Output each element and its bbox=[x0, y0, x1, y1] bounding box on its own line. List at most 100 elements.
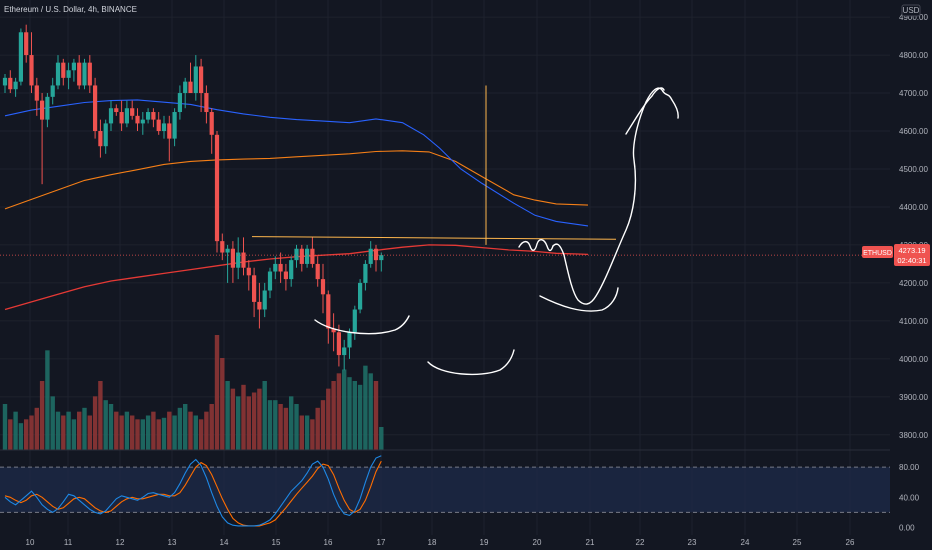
time-tick-label: 15 bbox=[272, 538, 281, 547]
candle-body bbox=[220, 241, 225, 253]
candle-body bbox=[13, 81, 18, 90]
candle bbox=[310, 237, 315, 268]
candle bbox=[230, 241, 235, 283]
resistance-line bbox=[251, 236, 617, 240]
volume-bar bbox=[130, 415, 135, 450]
volume-bar bbox=[331, 381, 336, 450]
candle-body bbox=[161, 123, 167, 132]
candle-body bbox=[289, 260, 294, 280]
candle-body bbox=[103, 123, 108, 147]
candle bbox=[45, 93, 50, 128]
candle-body bbox=[93, 85, 98, 132]
volume-bar bbox=[145, 415, 151, 450]
candle-body bbox=[363, 263, 368, 283]
candle bbox=[82, 58, 87, 90]
volume-bar bbox=[204, 411, 209, 450]
candle bbox=[204, 85, 209, 124]
candle bbox=[167, 115, 172, 162]
candle-body bbox=[66, 70, 71, 78]
candle bbox=[220, 233, 225, 261]
candle-body bbox=[199, 66, 204, 94]
volume-bars bbox=[2, 335, 384, 450]
volume-bar bbox=[140, 419, 145, 450]
stochastic-panel bbox=[0, 455, 890, 527]
candle bbox=[140, 112, 145, 135]
candle-body bbox=[305, 248, 310, 264]
volume-bar bbox=[236, 396, 241, 450]
volume-bar bbox=[2, 404, 8, 450]
candle-body bbox=[257, 301, 262, 310]
volume-bar bbox=[135, 419, 140, 450]
candle bbox=[379, 252, 384, 272]
candle-body bbox=[172, 112, 177, 139]
candle bbox=[161, 115, 167, 139]
candle-body bbox=[87, 62, 92, 86]
candle bbox=[336, 324, 341, 367]
currency-badge[interactable]: USD bbox=[901, 4, 921, 17]
volume-bar bbox=[289, 396, 294, 450]
candle bbox=[2, 74, 8, 94]
candle-body bbox=[98, 131, 103, 147]
candle-body bbox=[29, 55, 34, 86]
price-tick-label: 3900.00 bbox=[899, 393, 928, 402]
candle bbox=[368, 241, 373, 268]
volume-bar bbox=[108, 404, 114, 450]
candle-body bbox=[241, 252, 246, 268]
candle bbox=[188, 62, 193, 94]
time-tick-label: 25 bbox=[793, 538, 802, 547]
time-tick-label: 14 bbox=[220, 538, 229, 547]
candle bbox=[363, 260, 368, 291]
volume-bar bbox=[373, 381, 379, 450]
candle bbox=[124, 100, 129, 128]
candle bbox=[24, 24, 29, 63]
candle-body bbox=[77, 62, 82, 86]
volume-bar bbox=[368, 373, 373, 450]
candle-body bbox=[299, 248, 304, 264]
candle bbox=[193, 55, 198, 101]
candle-body bbox=[156, 119, 161, 132]
volume-bar bbox=[45, 350, 50, 450]
candles bbox=[2, 24, 384, 371]
drawing-annotations bbox=[314, 87, 679, 376]
candle bbox=[347, 328, 352, 359]
candle bbox=[294, 244, 299, 268]
volume-bar bbox=[315, 407, 320, 450]
price-tick-label: 4500.00 bbox=[899, 165, 928, 174]
volume-bar bbox=[34, 407, 39, 450]
candle bbox=[241, 237, 246, 276]
candle-body bbox=[24, 32, 29, 56]
volume-bar bbox=[283, 407, 289, 450]
price-tick-label: 4600.00 bbox=[899, 127, 928, 136]
time-tick-label: 18 bbox=[428, 538, 437, 547]
volume-bar bbox=[246, 396, 251, 450]
volume-bar bbox=[262, 381, 267, 450]
candle bbox=[257, 282, 262, 329]
volume-bar bbox=[304, 415, 310, 450]
volume-bar bbox=[336, 373, 342, 450]
candle bbox=[8, 70, 13, 94]
candle bbox=[34, 77, 39, 116]
volume-bar bbox=[225, 381, 230, 450]
time-axis[interactable]: 10 11 12 13 14 15 16 17 18 19 20 21 22 23 24 25 26 bbox=[26, 538, 855, 547]
candle-body bbox=[45, 96, 50, 120]
candle-body bbox=[18, 32, 23, 82]
candle-body bbox=[320, 279, 326, 295]
stochastic-axis: 80.00 40.00 0.00 bbox=[899, 463, 920, 532]
volume-bar bbox=[66, 411, 71, 450]
volume-bar bbox=[177, 407, 183, 450]
candle-body bbox=[294, 248, 299, 261]
volume-bar bbox=[24, 419, 29, 450]
volume-bar bbox=[294, 404, 299, 450]
time-tick-label: 23 bbox=[688, 538, 697, 547]
candle-body bbox=[283, 271, 288, 280]
volume-bar bbox=[342, 369, 347, 450]
candle bbox=[214, 131, 220, 253]
candle-body bbox=[252, 275, 257, 302]
candle bbox=[40, 93, 45, 185]
candle bbox=[146, 108, 151, 124]
price-tag-symbol: ETHUSD bbox=[863, 250, 892, 257]
candle-body bbox=[336, 332, 341, 356]
candle-body bbox=[8, 77, 13, 90]
candle-body bbox=[55, 62, 61, 86]
